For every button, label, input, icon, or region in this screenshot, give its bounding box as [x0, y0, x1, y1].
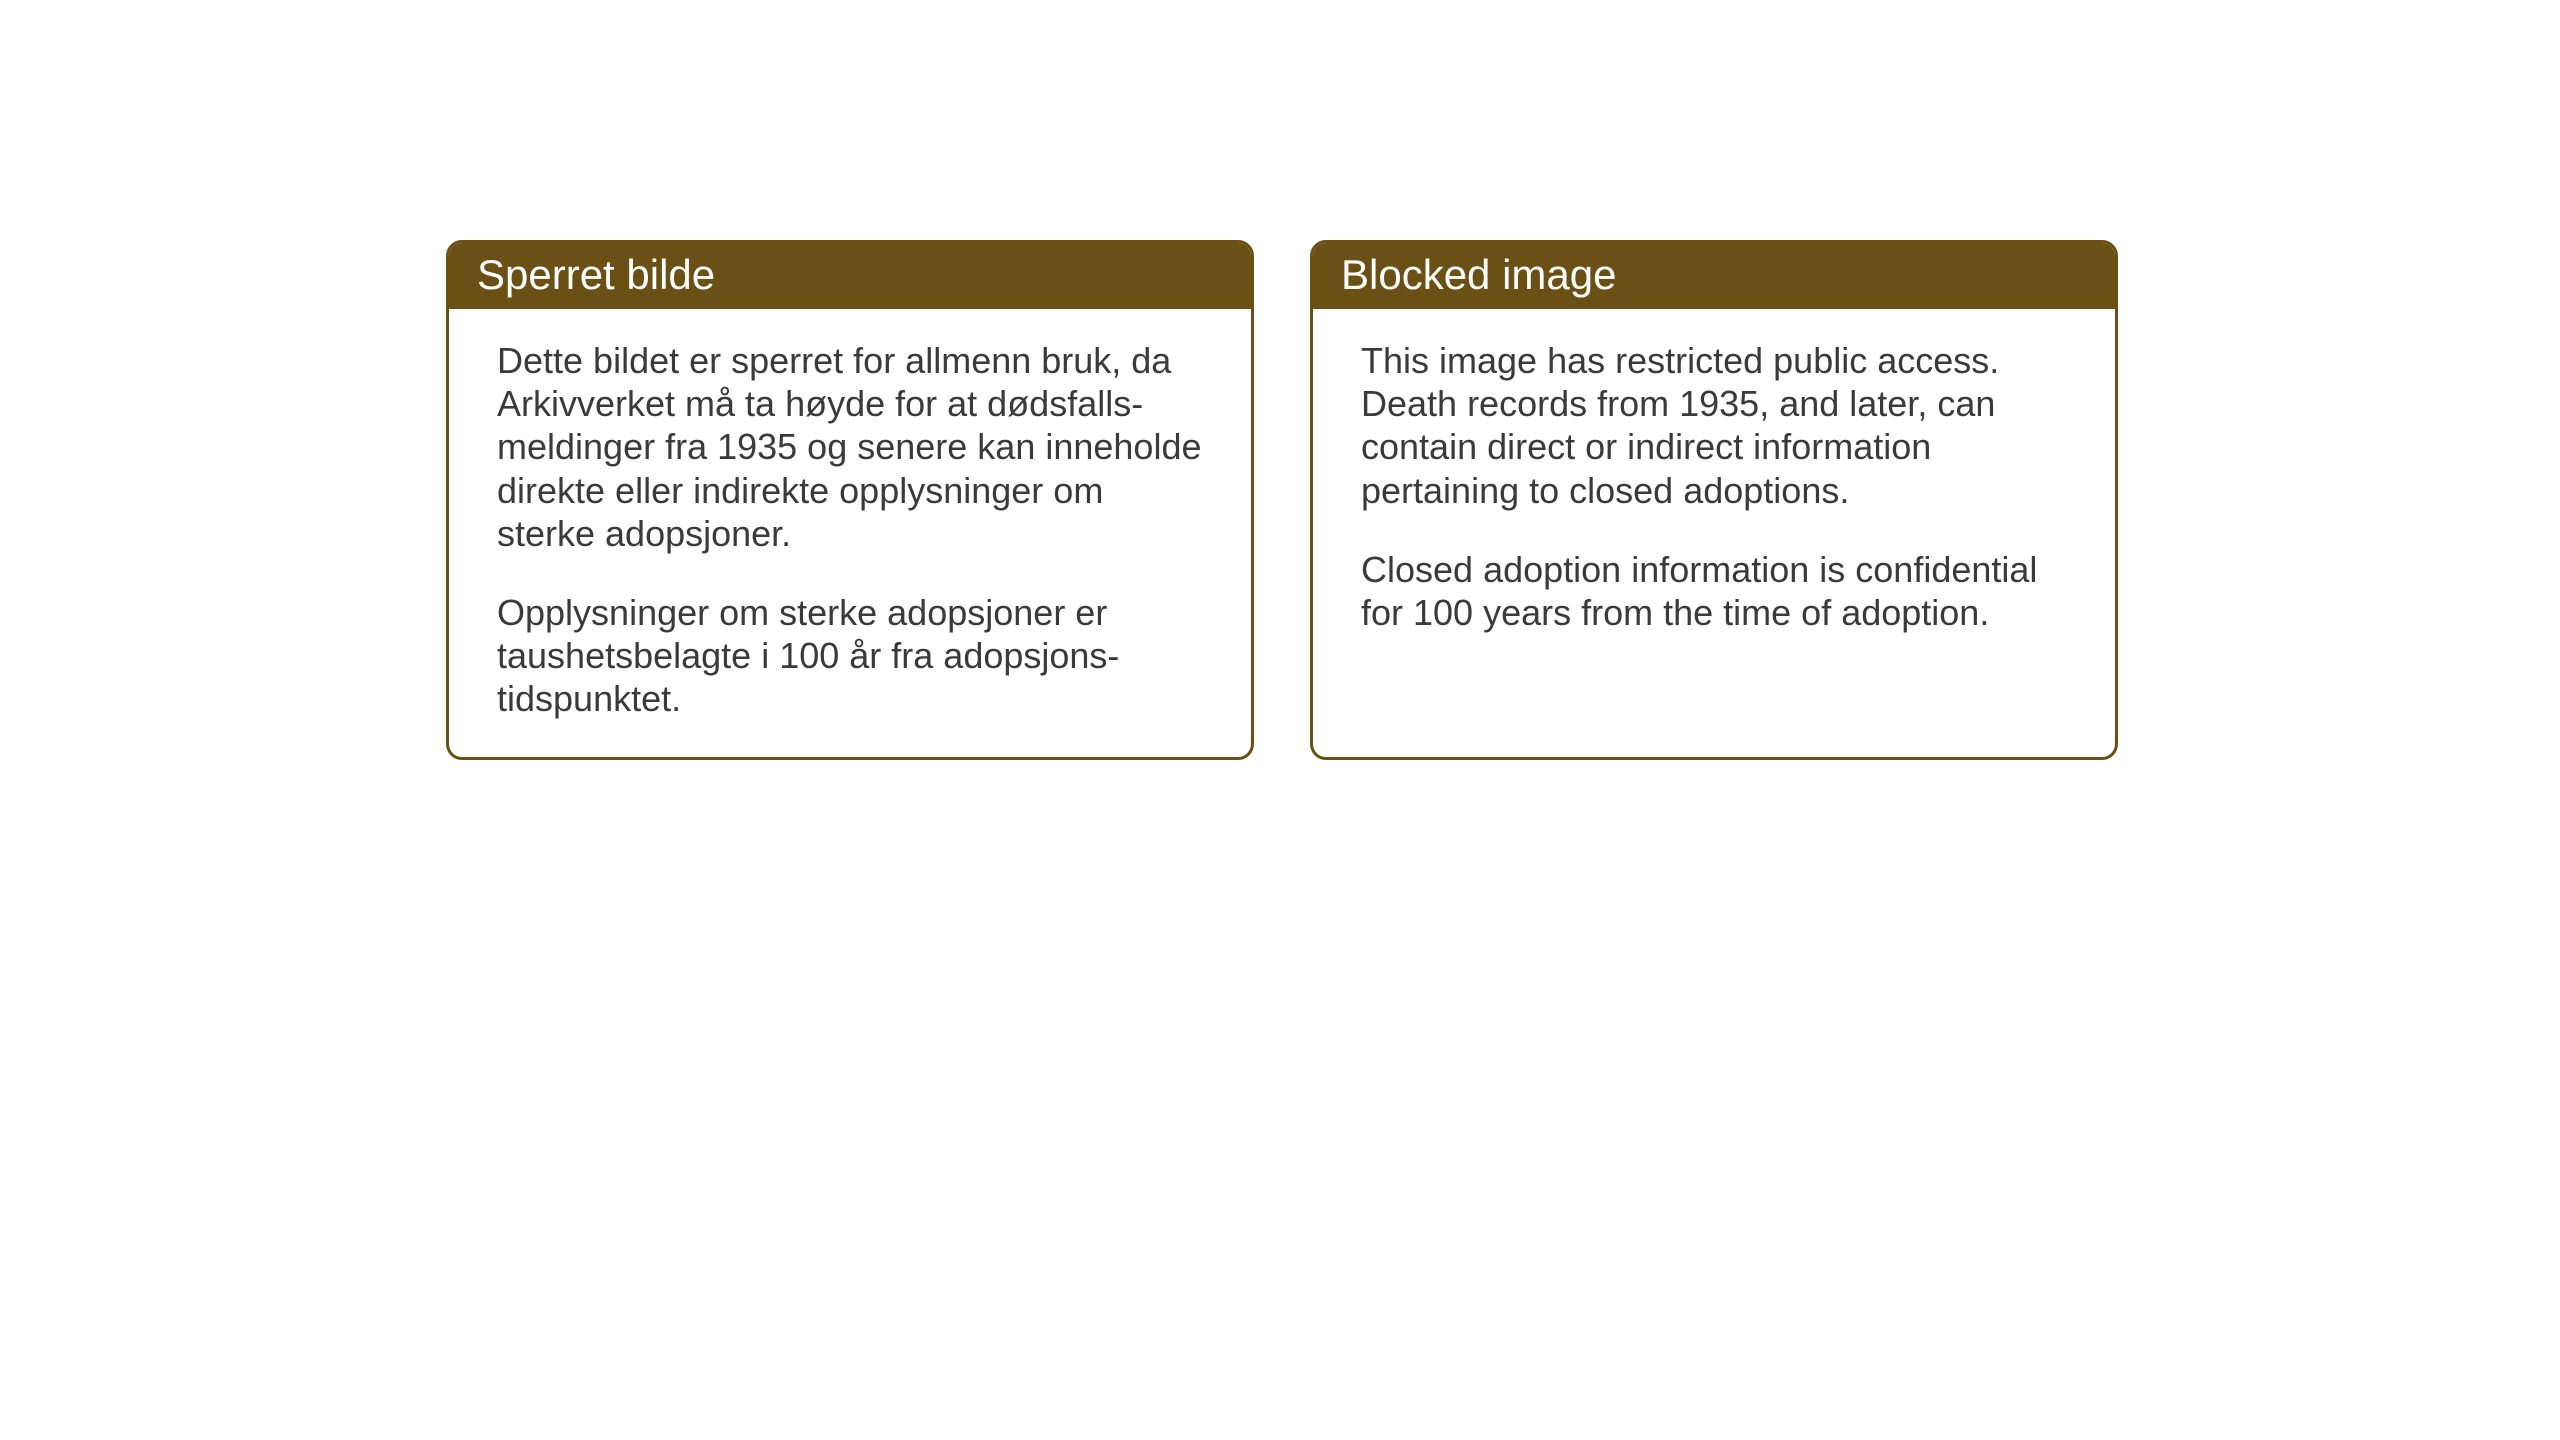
notice-cards-container: Sperret bilde Dette bildet er sperret fo…	[446, 240, 2118, 760]
notice-card-norwegian: Sperret bilde Dette bildet er sperret fo…	[446, 240, 1254, 760]
card-paragraph-2-norwegian: Opplysninger om sterke adopsjoner er tau…	[497, 591, 1203, 721]
notice-card-english: Blocked image This image has restricted …	[1310, 240, 2118, 760]
card-title-norwegian: Sperret bilde	[477, 251, 715, 298]
card-title-english: Blocked image	[1341, 251, 1616, 298]
card-body-norwegian: Dette bildet er sperret for allmenn bruk…	[449, 309, 1251, 757]
card-header-english: Blocked image	[1313, 243, 2115, 309]
card-body-english: This image has restricted public access.…	[1313, 309, 2115, 709]
card-header-norwegian: Sperret bilde	[449, 243, 1251, 309]
card-paragraph-2-english: Closed adoption information is confident…	[1361, 548, 2067, 634]
card-paragraph-1-norwegian: Dette bildet er sperret for allmenn bruk…	[497, 339, 1203, 555]
card-paragraph-1-english: This image has restricted public access.…	[1361, 339, 2067, 512]
